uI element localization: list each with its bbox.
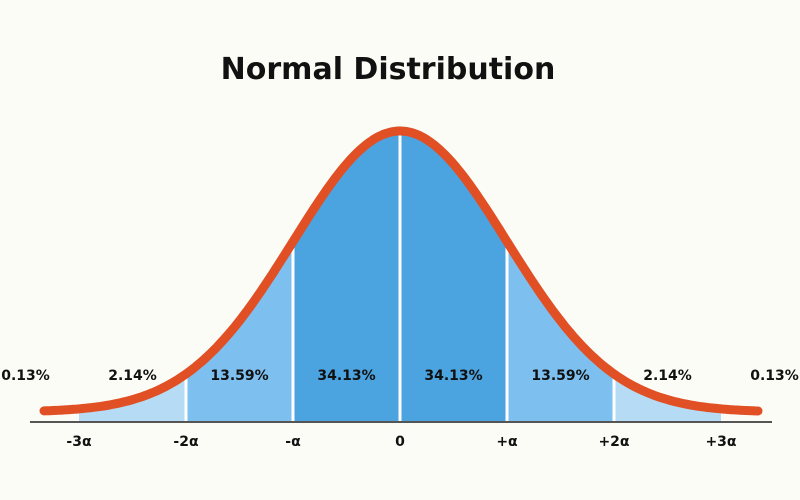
band-percentage-label: 0.13% <box>1 368 50 384</box>
x-tick-label: +α <box>496 434 518 450</box>
x-tick-label: 0 <box>395 434 405 450</box>
band-percentage-label: 0.13% <box>750 368 799 384</box>
x-tick-label: -2α <box>173 434 199 450</box>
band-percentage-label: 2.14% <box>643 368 692 384</box>
band-percentage-label: 13.59% <box>531 368 589 384</box>
x-tick-label: -α <box>285 434 301 450</box>
x-tick-label: +2α <box>598 434 629 450</box>
x-tick-labels: -3α -2α -α 0 +α +2α +3α <box>66 434 737 450</box>
chart-title: Normal Distribution <box>221 52 556 87</box>
band-percentage-label: 13.59% <box>210 368 268 384</box>
bell-curve <box>39 126 763 416</box>
x-tick-label: -3α <box>66 434 92 450</box>
x-tick-label: +3α <box>705 434 736 450</box>
percentage-labels: 0.13% 2.14% 13.59% 34.13% 34.13% 13.59% 2.14% 0… <box>1 368 799 384</box>
band-percentage-label: 34.13% <box>317 368 375 384</box>
band-percentage-label: 2.14% <box>108 368 157 384</box>
band-dividers <box>184 134 616 422</box>
band-percentage-label: 34.13% <box>424 368 482 384</box>
